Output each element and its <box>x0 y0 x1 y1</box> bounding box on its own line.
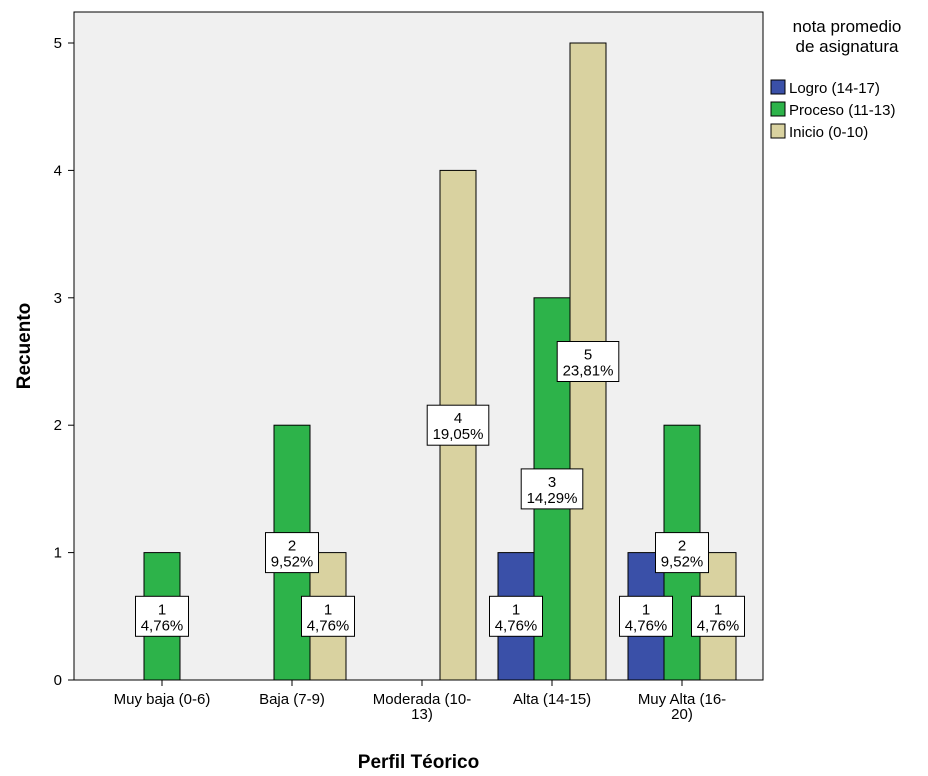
data-label: 19,05% <box>433 426 484 443</box>
data-label: 9,52% <box>661 554 704 571</box>
axes-layer: 0 1 2 3 4 5 Muy baja (0-6) Baja (7-9) Moderada (… <box>54 35 727 723</box>
y-tick-label: 4 <box>54 162 62 179</box>
data-label-box <box>520 468 584 510</box>
data-label-box <box>265 532 319 574</box>
data-label-box <box>426 404 490 446</box>
data-label: 23,81% <box>563 363 614 380</box>
x-tick-label: Muy baja (0-6) <box>114 691 211 708</box>
data-label: 4,76% <box>495 617 538 634</box>
y-tick-label: 0 <box>54 672 62 689</box>
data-label: 2 <box>678 538 686 555</box>
y-tick-label: 1 <box>54 545 62 562</box>
data-label: 4,76% <box>625 617 668 634</box>
data-label: 4 <box>454 410 462 427</box>
data-label: 4,76% <box>307 617 350 634</box>
data-label-box <box>301 595 355 637</box>
legend-title: nota promedio <box>793 17 902 36</box>
data-labels-layer: 14,76%14,76%14,76%29,52%314,29%29,52%14,… <box>135 341 745 637</box>
data-label: 14,29% <box>527 490 578 507</box>
data-label: 4,76% <box>141 617 184 634</box>
data-label-box <box>135 595 189 637</box>
x-tick-label: Baja (7-9) <box>259 691 325 708</box>
data-label: 1 <box>512 601 520 618</box>
y-axis-title: Recuento <box>14 303 35 390</box>
x-tick-label: Moderada (10- <box>373 691 471 708</box>
data-label-box <box>556 341 620 382</box>
data-label: 4,76% <box>697 617 740 634</box>
data-label: 3 <box>548 474 556 491</box>
data-label: 1 <box>642 601 650 618</box>
x-axis-title: Perfil Téorico <box>358 752 479 773</box>
data-label: 2 <box>288 538 296 555</box>
legend-entry: Logro (14-17) <box>789 80 880 97</box>
legend-swatch <box>770 101 786 117</box>
data-label-box <box>619 595 673 637</box>
legend-title: de asignatura <box>795 37 899 56</box>
y-tick-label: 5 <box>54 35 62 52</box>
data-label: 1 <box>158 601 166 618</box>
data-label-box <box>691 595 745 637</box>
data-label-box <box>655 532 709 574</box>
x-tick-label: Muy Alta (16- <box>638 691 726 708</box>
y-tick-label: 2 <box>54 417 62 434</box>
legend-swatch <box>770 123 786 139</box>
x-tick-label: 20) <box>671 706 693 723</box>
x-tick-label: Alta (14-15) <box>513 691 591 708</box>
data-label: 5 <box>584 347 592 364</box>
data-label: 9,52% <box>271 554 314 571</box>
y-tick-label: 3 <box>54 290 62 307</box>
data-label: 1 <box>714 601 722 618</box>
legend-entry: Inicio (0-10) <box>789 124 868 141</box>
legend-swatch <box>770 79 786 95</box>
x-tick-label: 13) <box>411 706 433 723</box>
data-label-box <box>489 595 543 637</box>
legend-entry: Proceso (11-13) <box>789 102 895 119</box>
data-label: 1 <box>324 601 332 618</box>
